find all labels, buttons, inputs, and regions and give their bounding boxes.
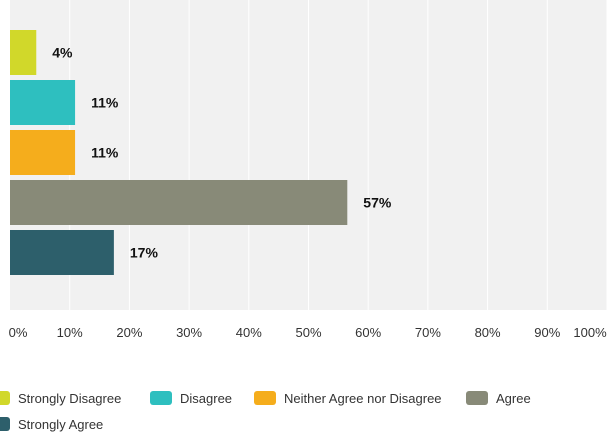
legend-swatch [150,391,172,405]
x-tick-label: 100% [573,325,607,340]
legend-label: Disagree [180,390,233,406]
bars [10,30,348,275]
x-tick-label: 60% [355,325,381,340]
x-tick-label: 0% [9,325,28,340]
x-tick-label: 30% [176,325,202,340]
legend-item: Strongly Agree [0,415,103,433]
legend-swatch [466,391,488,405]
legend-swatch [0,417,10,431]
x-tick-label: 80% [475,325,501,340]
data-label: 11% [91,95,119,111]
x-tick-label: 40% [236,325,262,340]
bar-disagree [10,80,76,125]
legend-item: Neither Agree nor Disagree [254,389,442,407]
legend-swatch [254,391,276,405]
legend-label: Neither Agree nor Disagree [284,390,442,406]
x-tick-label: 20% [116,325,142,340]
legend-label: Agree [496,390,531,406]
bar-strongly-agree [10,230,114,275]
bar-strongly-disagree [10,30,37,75]
x-tick-label: 70% [415,325,441,340]
grid-lines [69,0,608,310]
legend-item: Strongly Disagree [0,389,121,407]
data-label: 57% [363,195,392,211]
data-label: 4% [52,45,73,61]
bar-neither-agree-nor-disagree [10,130,76,175]
x-tick-label: 90% [534,325,560,340]
data-label: 11% [91,145,119,161]
x-tick-label: 50% [295,325,321,340]
legend-swatch [0,391,10,405]
x-axis-ticks: 0% 10% 20% 30% 40% 50% 60% 70% 80% 90% 100% [9,325,607,340]
x-tick-label: 10% [57,325,83,340]
data-label: 17% [130,245,159,261]
legend-item: Disagree [150,389,232,407]
data-labels: 4% 11% 11% 57% 17% [52,45,392,261]
legend-item: Agree [466,389,531,407]
bar-agree [10,180,348,225]
legend-label: Strongly Agree [18,416,104,432]
legend-label: Strongly Disagree [18,390,122,406]
